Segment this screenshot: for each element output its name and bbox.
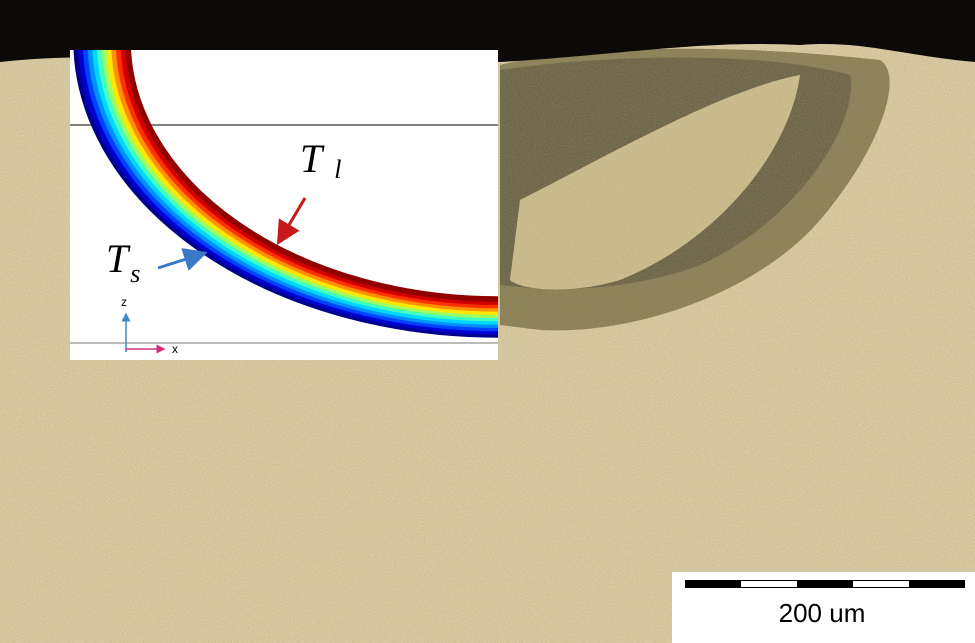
z-label: z (121, 295, 127, 309)
scale-bar-line (685, 580, 965, 588)
page: Tl Ts z x 200 um (() => { const data = J… (0, 0, 975, 643)
x-label: x (172, 342, 178, 356)
scale-bar-label: 200 um (779, 598, 866, 628)
scale-segment (853, 581, 909, 587)
scale-segment (741, 581, 797, 587)
micrograph: Tl Ts z x 200 um (0, 0, 975, 643)
scale-bar: 200 um (672, 572, 975, 643)
